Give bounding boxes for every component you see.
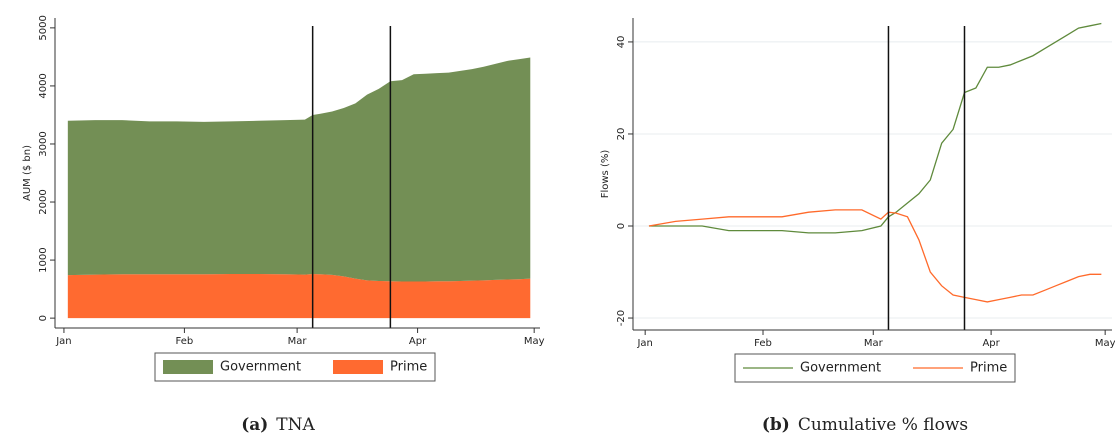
caption: (a) TNA xyxy=(241,415,315,435)
caption-text: TNA xyxy=(276,415,315,435)
y-tick-label: -20 xyxy=(616,310,627,326)
legend-swatch xyxy=(333,360,383,374)
x-tick-label: Mar xyxy=(288,336,308,347)
area xyxy=(67,274,531,319)
y-tick-label: 5000 xyxy=(38,15,49,40)
y-tick-label: 2000 xyxy=(38,189,49,214)
legend-label: Government xyxy=(800,361,881,376)
x-tick-label: Feb xyxy=(754,338,772,349)
caption-label: (a) xyxy=(241,415,268,435)
caption-label: (b) xyxy=(762,415,790,435)
x-tick-label: Apr xyxy=(982,338,1000,349)
x-tick-label: May xyxy=(524,336,545,347)
legend-label: Prime xyxy=(390,360,427,375)
caption: (b) Cumulative % flows xyxy=(762,415,968,435)
legend-box xyxy=(154,352,436,382)
y-tick-label: 1000 xyxy=(38,247,49,272)
y-tick-label: 0 xyxy=(38,315,49,321)
y-axis-label: Flows (%) xyxy=(600,150,611,199)
x-tick-label: Feb xyxy=(176,336,194,347)
x-tick-label: Apr xyxy=(409,336,427,347)
x-tick-label: Jan xyxy=(636,338,652,349)
y-tick-label: 4000 xyxy=(38,73,49,98)
y-tick-label: 20 xyxy=(616,128,627,141)
subplot: -20 0 20 40 Jan Feb Mar Apr May Flows (%) Governme… xyxy=(600,18,1115,435)
y-axis-label: AUM ($ bn) xyxy=(22,145,33,201)
line xyxy=(648,209,1102,303)
subplot: 0 1000 2000 3000 4000 5000 Jan Feb Mar Apr May AUM … xyxy=(22,15,545,434)
y-tick-label: 0 xyxy=(616,223,627,229)
x-tick-label: Mar xyxy=(864,338,884,349)
line xyxy=(648,22,1102,234)
x-tick-label: May xyxy=(1095,338,1115,349)
legend-label: Government xyxy=(220,360,301,375)
area xyxy=(67,57,531,282)
y-tick-label: 40 xyxy=(616,36,627,49)
legend-label: Prime xyxy=(970,361,1007,376)
legend-swatch xyxy=(163,360,213,374)
y-tick-label: 3000 xyxy=(38,131,49,156)
x-tick-label: Jan xyxy=(55,336,71,347)
caption-text: Cumulative % flows xyxy=(798,415,968,435)
